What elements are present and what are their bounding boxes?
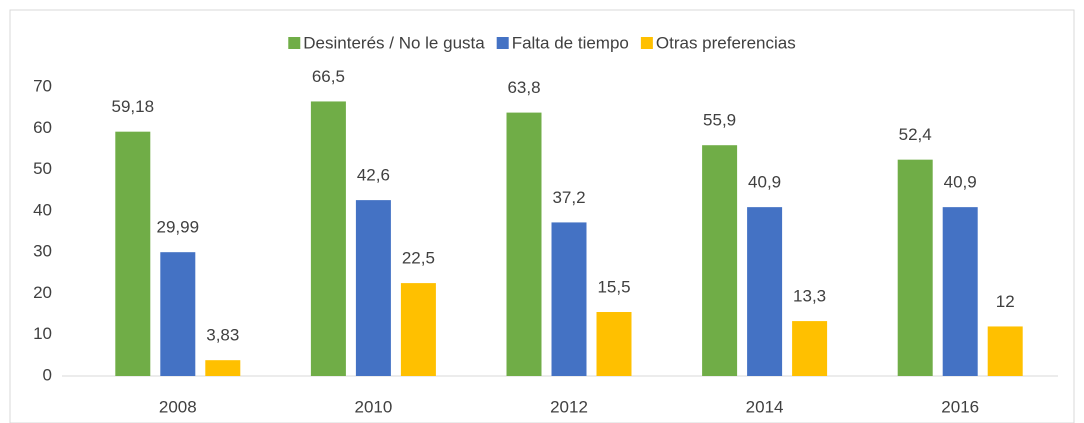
bar — [400, 283, 436, 376]
x-tick-label: 2008 — [159, 397, 197, 416]
bar — [792, 321, 828, 376]
legend: Desinterés / No le gusta Falta de tiempo O… — [288, 33, 796, 52]
bar — [702, 145, 738, 376]
y-tick-label: 20 — [33, 283, 52, 302]
x-tick-label: 2012 — [550, 397, 588, 416]
bar — [160, 252, 196, 376]
y-tick-label: 50 — [33, 159, 52, 178]
bar — [596, 312, 632, 376]
data-label: 40,9 — [944, 173, 977, 192]
data-label: 63,8 — [507, 78, 540, 97]
bar — [897, 159, 933, 376]
bar — [355, 200, 391, 376]
y-tick-label: 70 — [33, 76, 52, 95]
y-tick-label: 10 — [33, 324, 52, 343]
data-label: 40,9 — [748, 173, 781, 192]
bar — [747, 207, 783, 376]
data-label: 66,5 — [312, 67, 345, 86]
data-label: 15,5 — [597, 277, 630, 296]
chart-frame — [9, 9, 1075, 423]
y-tick-label: 30 — [33, 242, 52, 261]
x-tick-label: 2016 — [941, 397, 979, 416]
x-tick-label: 2014 — [746, 397, 784, 416]
data-label: 12 — [996, 292, 1015, 311]
data-label: 59,18 — [112, 97, 155, 116]
bar — [987, 326, 1023, 376]
data-label: 52,4 — [899, 125, 932, 144]
legend-swatch — [496, 37, 509, 49]
legend-label: Desinterés / No le gusta — [303, 33, 485, 52]
bar — [310, 101, 346, 376]
data-label: 22,5 — [402, 249, 435, 268]
data-label: 37,2 — [552, 188, 585, 207]
y-tick-label: 0 — [43, 365, 52, 384]
data-label: 3,83 — [206, 326, 239, 345]
bar — [942, 207, 978, 376]
bar — [506, 112, 542, 377]
legend-swatch — [640, 37, 653, 49]
data-label: 55,9 — [703, 111, 736, 130]
y-tick-label: 60 — [33, 118, 52, 137]
bar — [115, 131, 151, 376]
legend-label: Otras preferencias — [656, 33, 796, 52]
data-label: 29,99 — [157, 218, 200, 237]
bar — [205, 360, 241, 376]
data-label: 42,6 — [357, 166, 390, 185]
legend-label: Falta de tiempo — [512, 33, 629, 52]
data-label: 13,3 — [793, 287, 826, 306]
y-tick-label: 40 — [33, 200, 52, 219]
legend-swatch — [288, 37, 301, 49]
x-tick-label: 2010 — [354, 397, 392, 416]
bar — [551, 222, 587, 376]
